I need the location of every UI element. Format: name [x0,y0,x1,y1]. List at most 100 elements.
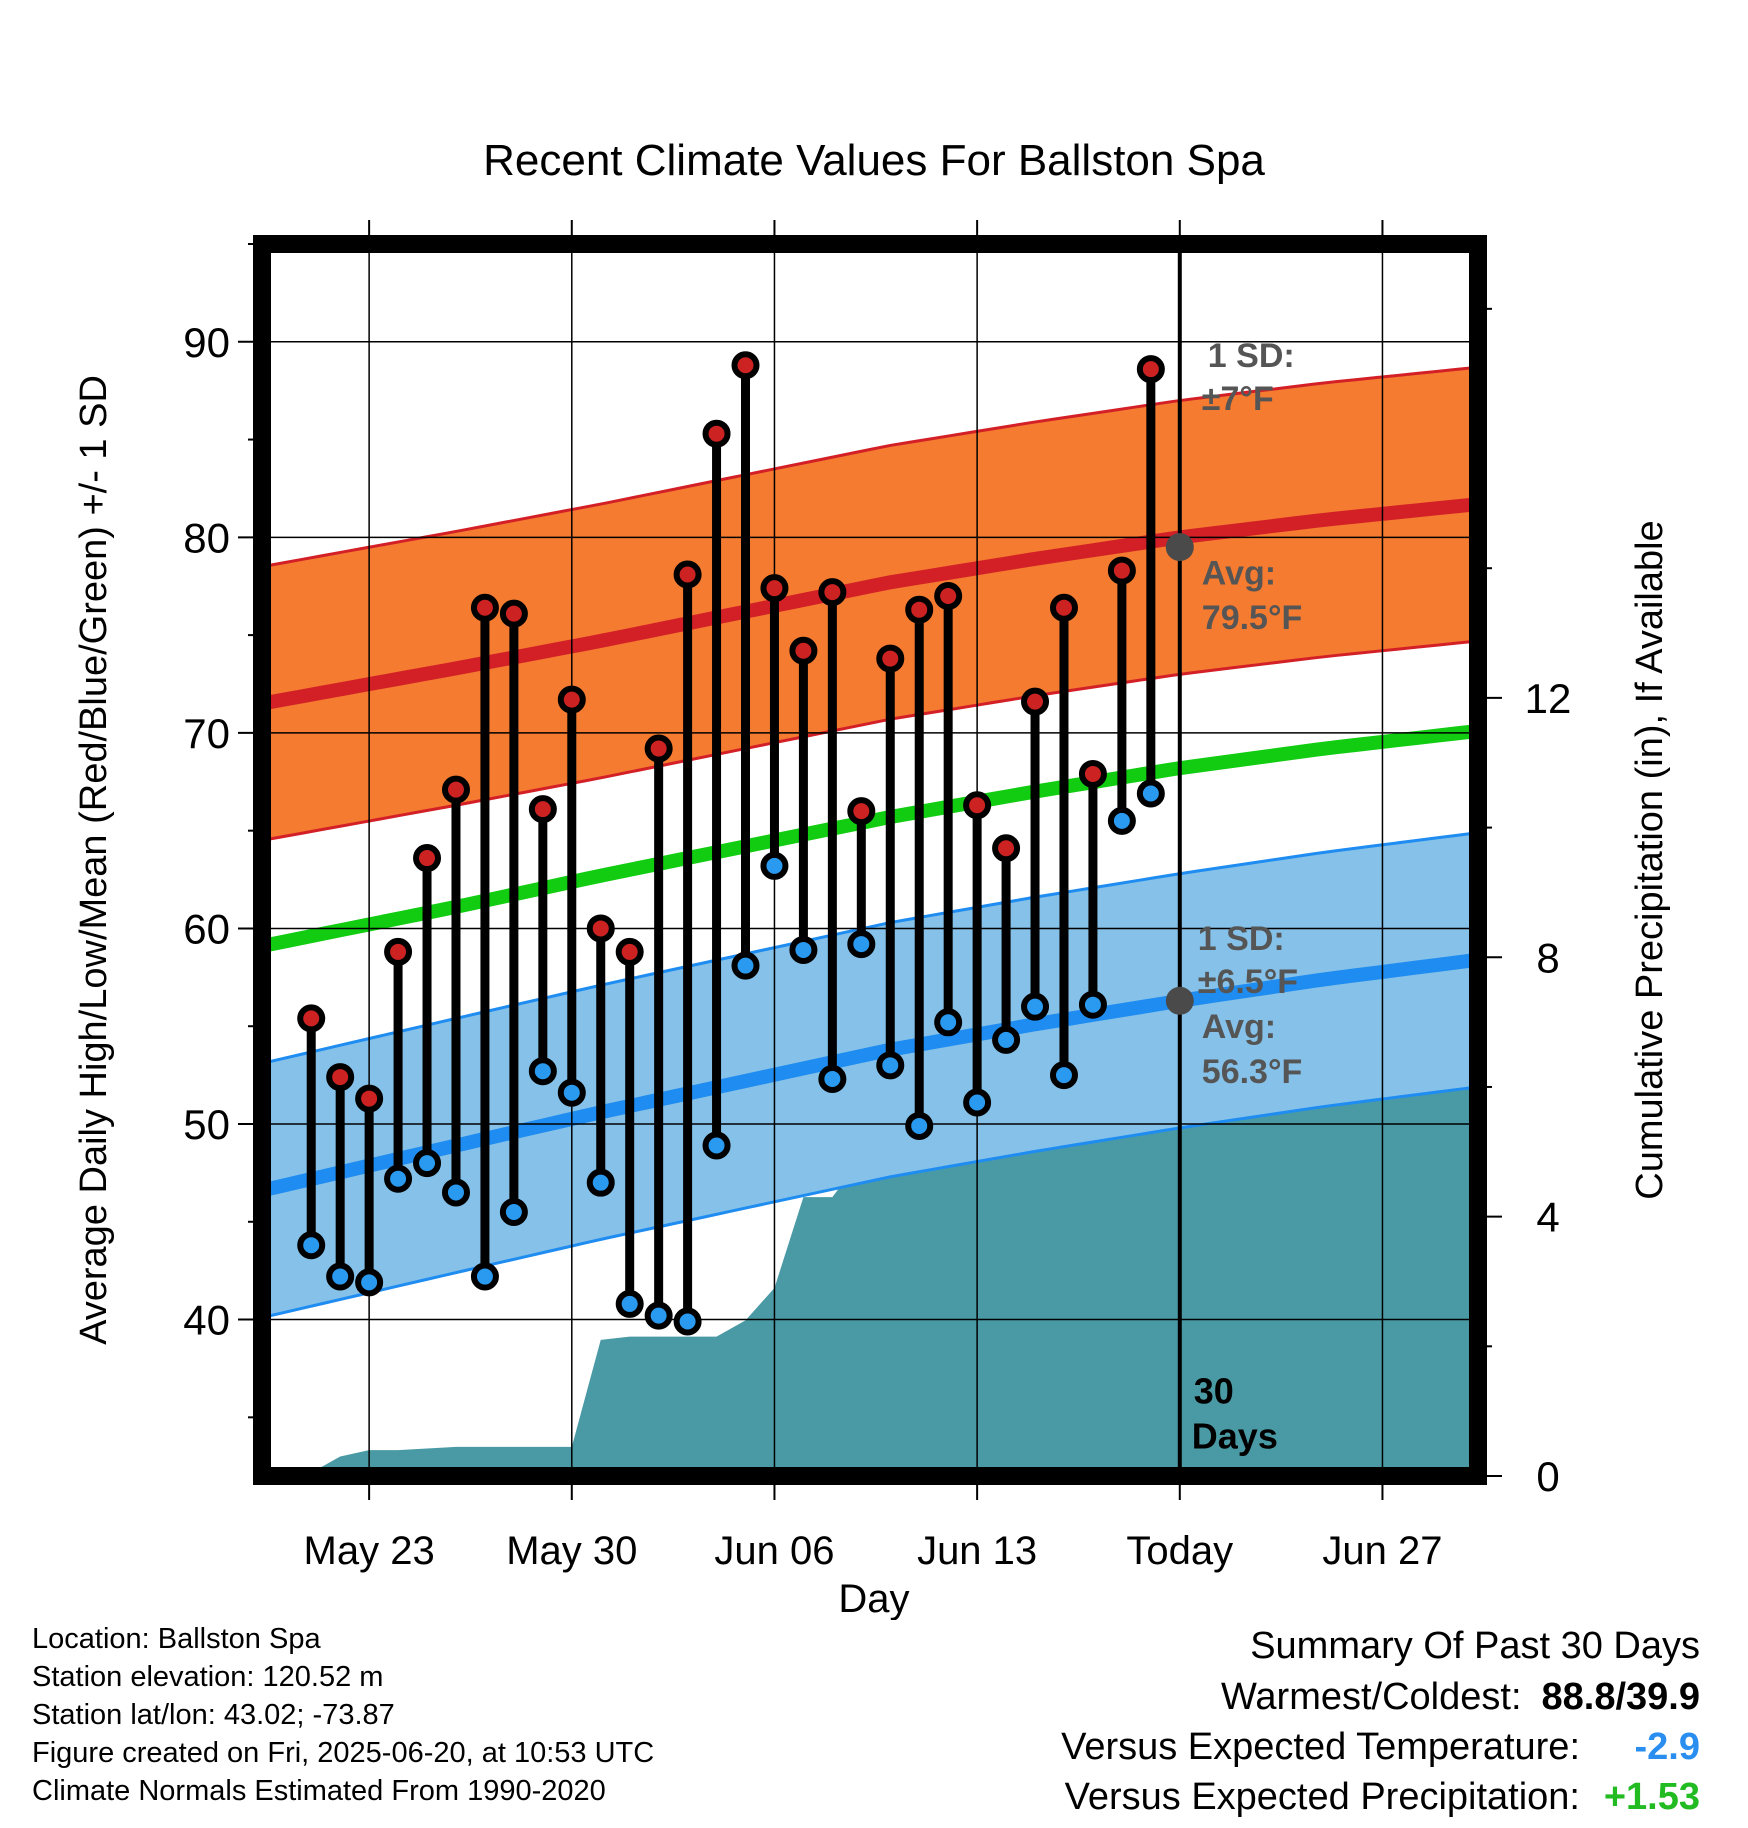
y-tick-label: 60 [183,905,230,952]
x-tick-label: Today [1126,1529,1233,1573]
normals-text: Climate Normals Estimated From 1990-2020 [32,1775,606,1807]
daily-low-point [441,1178,470,1207]
daily-low-point [963,1088,992,1117]
high-avg-value: 79.5°F [1202,599,1303,637]
daily-low-point [702,1131,731,1160]
location-text: Location: Ballston Spa [32,1623,321,1655]
low-sd-lower-line [262,1085,1478,1320]
daily-low-point [876,1051,905,1080]
precip-value: +1.53 [1603,1776,1700,1818]
daily-low-point [847,930,876,959]
x-tick-label: May 30 [506,1529,637,1573]
climate-chart: Recent Climate Values For Ballston Spa 1… [73,136,1671,1620]
high-avg-marker [1165,533,1194,562]
daily-high-point [1136,355,1165,384]
daily-low-point [992,1025,1021,1054]
axes: 40 50 60 70 80 90 0 4 8 12 May 23 May 30 Jun 06 Jun 1… [183,220,1571,1573]
summary-precip-row: Versus Expected Precipitation: +1.53 [1061,1772,1700,1822]
y2-tick-label: 0 [1536,1453,1559,1500]
precip-label: Versus Expected Precipitation: [1064,1776,1580,1818]
daily-high-point [586,914,615,943]
daily-high-point [644,734,673,763]
x-tick-label: Jun 06 [714,1529,834,1573]
avg-low-line [262,952,1478,1198]
y2-tick-label: 4 [1536,1194,1559,1241]
temp-label: Versus Expected Temperature: [1061,1726,1580,1768]
daily-high-point [528,795,557,824]
low-avg-value: 56.3°F [1202,1053,1303,1091]
y-tick-label: 50 [183,1101,230,1148]
daily-low-point [789,935,818,964]
daily-low-point [586,1168,615,1197]
x-tick-label: Jun 13 [917,1529,1037,1573]
summary-temp-row: Versus Expected Temperature: -2.9 [1061,1722,1700,1772]
daily-high-point [355,1084,384,1113]
daily-low-point [355,1268,384,1297]
daily-high-point [557,685,586,714]
daily-low-point [615,1289,644,1318]
daily-low-point [1107,806,1136,835]
warmest-value: 88.8/39.9 [1541,1676,1700,1718]
y-tick-label: 70 [183,710,230,757]
precip-area [262,1088,1478,1476]
high-avg-label: Avg: [1202,554,1276,592]
daily-low-point [499,1198,528,1226]
elevation-text: Station elevation: 120.52 m [32,1661,384,1693]
summary-heading: Summary Of Past 30 Days [1250,1625,1700,1667]
daily-high-point [441,775,470,804]
daily-high-point [992,834,1021,863]
daily-low-point [818,1065,847,1094]
daily-low-point [1078,990,1107,1019]
plot-area: 1 SD: ±7°F Avg: 79.5°F 1 SD: ±6.5°F Avg: 56.3°F… [262,244,1478,1476]
station-info: Location: Ballston Spa Station elevation… [32,1620,654,1810]
daily-high-point [615,937,644,966]
daily-high-point [731,351,760,380]
daily-low-point [326,1262,355,1291]
x-tick-label: May 23 [304,1529,435,1573]
y2-tick-label: 8 [1536,934,1559,981]
low-sd-upper-line [262,831,1478,1065]
daily-low-point [934,1008,963,1037]
y-tick-label: 40 [183,1297,230,1344]
daily-low-point [528,1057,557,1086]
daily-high-point [963,791,992,820]
warmest-label: Warmest/Coldest: [1220,1676,1522,1718]
daily-low-point [760,851,789,880]
daily-low-point [557,1078,586,1107]
summary-warmest-row: Warmest/Coldest: 88.8/39.9 [1061,1672,1700,1722]
daily-low-point [297,1231,326,1260]
daily-low-point [673,1307,702,1336]
low-sd-value: ±6.5°F [1198,963,1298,1001]
daily-high-point [1021,687,1050,716]
daily-low-point [644,1301,673,1330]
daily-high-point [1078,759,1107,788]
daily-high-point [905,595,934,624]
daily-high-point [470,593,499,622]
high-sd-value: ±7°F [1202,380,1274,418]
y-axis-label: Average Daily High/Low/Mean (Red/Blue/Gr… [73,375,115,1345]
low-avg-label: Avg: [1202,1008,1276,1046]
daily-low-point [384,1164,413,1193]
daily-low-point [1136,779,1165,808]
daily-high-point [297,1004,326,1033]
daily-low-point [1021,992,1050,1021]
daily-high-point [876,644,905,673]
daily-high-point [934,582,963,610]
y2-tick-label: 12 [1525,675,1572,722]
daily-low-point [413,1149,442,1178]
latlon-text: Station lat/lon: 43.02; -73.87 [32,1699,395,1731]
daily-high-point [499,599,528,628]
daily-low-point [905,1111,934,1140]
today-days-label: Days [1192,1416,1278,1457]
summary-panel: Summary Of Past 30 Days Warmest/Coldest:… [1061,1620,1700,1822]
low-sd-label: 1 SD: [1198,920,1285,958]
avg-high-line [262,497,1478,711]
daily-high-point [326,1063,355,1092]
temp-value: -2.9 [1634,1726,1700,1768]
high-sd-lower-line [262,639,1478,842]
plot-content: 1 SD: ±7°F Avg: 79.5°F 1 SD: ±6.5°F Avg: 56.3°F… [262,244,1478,1476]
daily-high-point [1107,556,1136,585]
low-avg-marker [1165,986,1194,1015]
daily-high-point [673,560,702,589]
daily-low-point [1049,1061,1078,1090]
